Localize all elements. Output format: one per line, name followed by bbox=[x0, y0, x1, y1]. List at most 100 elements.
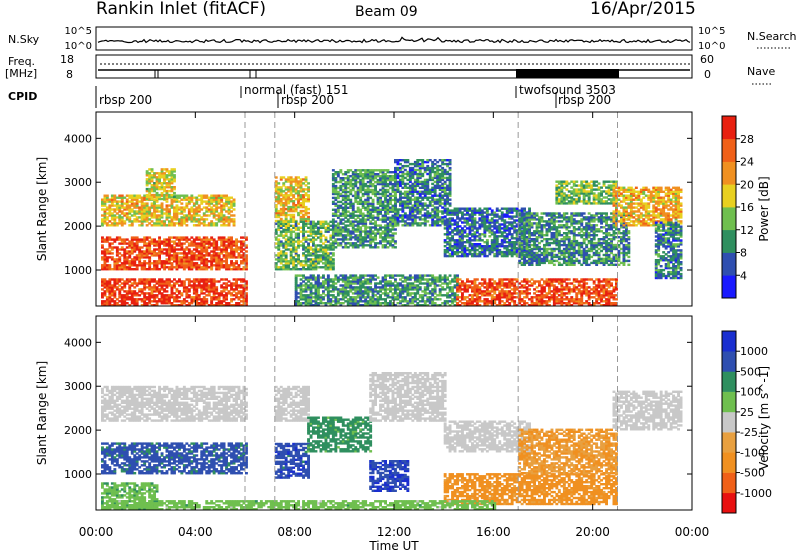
power-cell bbox=[212, 296, 216, 299]
power-cell bbox=[145, 174, 149, 177]
power-cell bbox=[170, 292, 174, 295]
power-cell bbox=[240, 236, 243, 239]
power-cell bbox=[210, 224, 214, 227]
power-cell bbox=[446, 282, 449, 285]
power-cell bbox=[299, 226, 303, 229]
power-cell bbox=[349, 304, 353, 307]
power-cell bbox=[277, 240, 281, 243]
power-cell bbox=[359, 274, 363, 277]
power-cell bbox=[336, 234, 340, 237]
power-cell bbox=[130, 236, 134, 239]
power-cell bbox=[128, 216, 132, 219]
power-cell bbox=[182, 256, 186, 259]
power-cell bbox=[242, 304, 246, 307]
power-cell bbox=[421, 276, 425, 279]
power-cell bbox=[217, 248, 221, 251]
power-cell bbox=[361, 204, 365, 207]
power-cell bbox=[138, 212, 142, 215]
power-cell bbox=[421, 166, 425, 170]
power-cell bbox=[426, 204, 430, 207]
power-cell bbox=[307, 200, 310, 203]
power-cell bbox=[197, 254, 201, 257]
power-cell bbox=[376, 180, 380, 184]
power-cell bbox=[289, 254, 293, 257]
power-cell bbox=[175, 296, 179, 299]
power-cell bbox=[101, 278, 104, 281]
power-cell bbox=[207, 304, 211, 307]
power-cell bbox=[287, 213, 291, 217]
power-cell bbox=[110, 294, 114, 297]
power-cell bbox=[354, 180, 358, 184]
power-cell bbox=[364, 274, 368, 277]
power-cell bbox=[399, 196, 402, 199]
beam-label: Beam 09 bbox=[355, 4, 418, 20]
power-cell bbox=[190, 220, 194, 223]
power-cell bbox=[354, 194, 358, 198]
power-cell bbox=[145, 252, 149, 255]
power-cell bbox=[413, 180, 417, 184]
power-cell bbox=[217, 280, 221, 283]
power-cell bbox=[133, 244, 137, 247]
power-cell bbox=[120, 266, 124, 269]
power-cell bbox=[182, 214, 186, 217]
power-cell bbox=[170, 246, 174, 249]
power-cell bbox=[329, 244, 333, 247]
power-cell bbox=[118, 294, 122, 297]
power-cell bbox=[339, 188, 343, 192]
power-cell bbox=[242, 284, 246, 287]
power-cell bbox=[431, 178, 435, 182]
power-cell bbox=[108, 220, 112, 223]
power-cell bbox=[406, 194, 410, 197]
power-cell bbox=[113, 302, 117, 305]
power-cell bbox=[163, 260, 166, 263]
power-cell bbox=[277, 222, 281, 225]
power-cell bbox=[421, 186, 425, 189]
power-cell bbox=[245, 298, 248, 301]
power-cell bbox=[185, 304, 189, 307]
power-cell bbox=[416, 190, 420, 193]
power-cell bbox=[399, 190, 402, 193]
power-cell bbox=[297, 292, 300, 295]
power-cell bbox=[205, 250, 209, 253]
power-cell bbox=[202, 304, 206, 307]
power-cell bbox=[108, 252, 112, 255]
power-cell bbox=[456, 245, 459, 248]
power-cell bbox=[448, 247, 452, 250]
power-cell bbox=[155, 197, 159, 201]
power-cell bbox=[230, 256, 233, 259]
power-cell bbox=[326, 300, 330, 303]
power-cell bbox=[125, 204, 129, 207]
power-cell bbox=[336, 196, 340, 200]
power-cell bbox=[433, 286, 437, 289]
power-cell bbox=[411, 222, 415, 225]
power-cell bbox=[346, 206, 350, 209]
power-cell bbox=[103, 220, 107, 223]
power-cell bbox=[195, 280, 199, 283]
power-cell bbox=[210, 284, 214, 287]
power-cell bbox=[173, 197, 176, 201]
power-cell bbox=[386, 204, 390, 207]
power-cell bbox=[180, 206, 184, 209]
power-cell bbox=[428, 204, 432, 207]
power-cell bbox=[334, 278, 338, 281]
power-cell bbox=[356, 276, 360, 279]
power-cell bbox=[165, 189, 169, 193]
power-cell bbox=[416, 206, 420, 209]
power-cell bbox=[331, 300, 335, 303]
power-cell bbox=[341, 230, 345, 233]
power-cell bbox=[240, 296, 243, 299]
power-cell bbox=[210, 194, 214, 197]
power-cell bbox=[384, 194, 387, 198]
power-cell bbox=[309, 248, 313, 251]
power-cell bbox=[451, 290, 454, 293]
power-cell bbox=[187, 256, 191, 259]
power-cell bbox=[118, 200, 122, 203]
power-cell bbox=[180, 282, 184, 285]
power-cell bbox=[245, 262, 248, 265]
power-cell bbox=[128, 208, 132, 211]
power-cell bbox=[115, 304, 119, 307]
power-cell bbox=[441, 178, 445, 182]
power-cell bbox=[297, 304, 300, 307]
power-cell bbox=[282, 190, 286, 193]
power-cell bbox=[431, 222, 435, 225]
